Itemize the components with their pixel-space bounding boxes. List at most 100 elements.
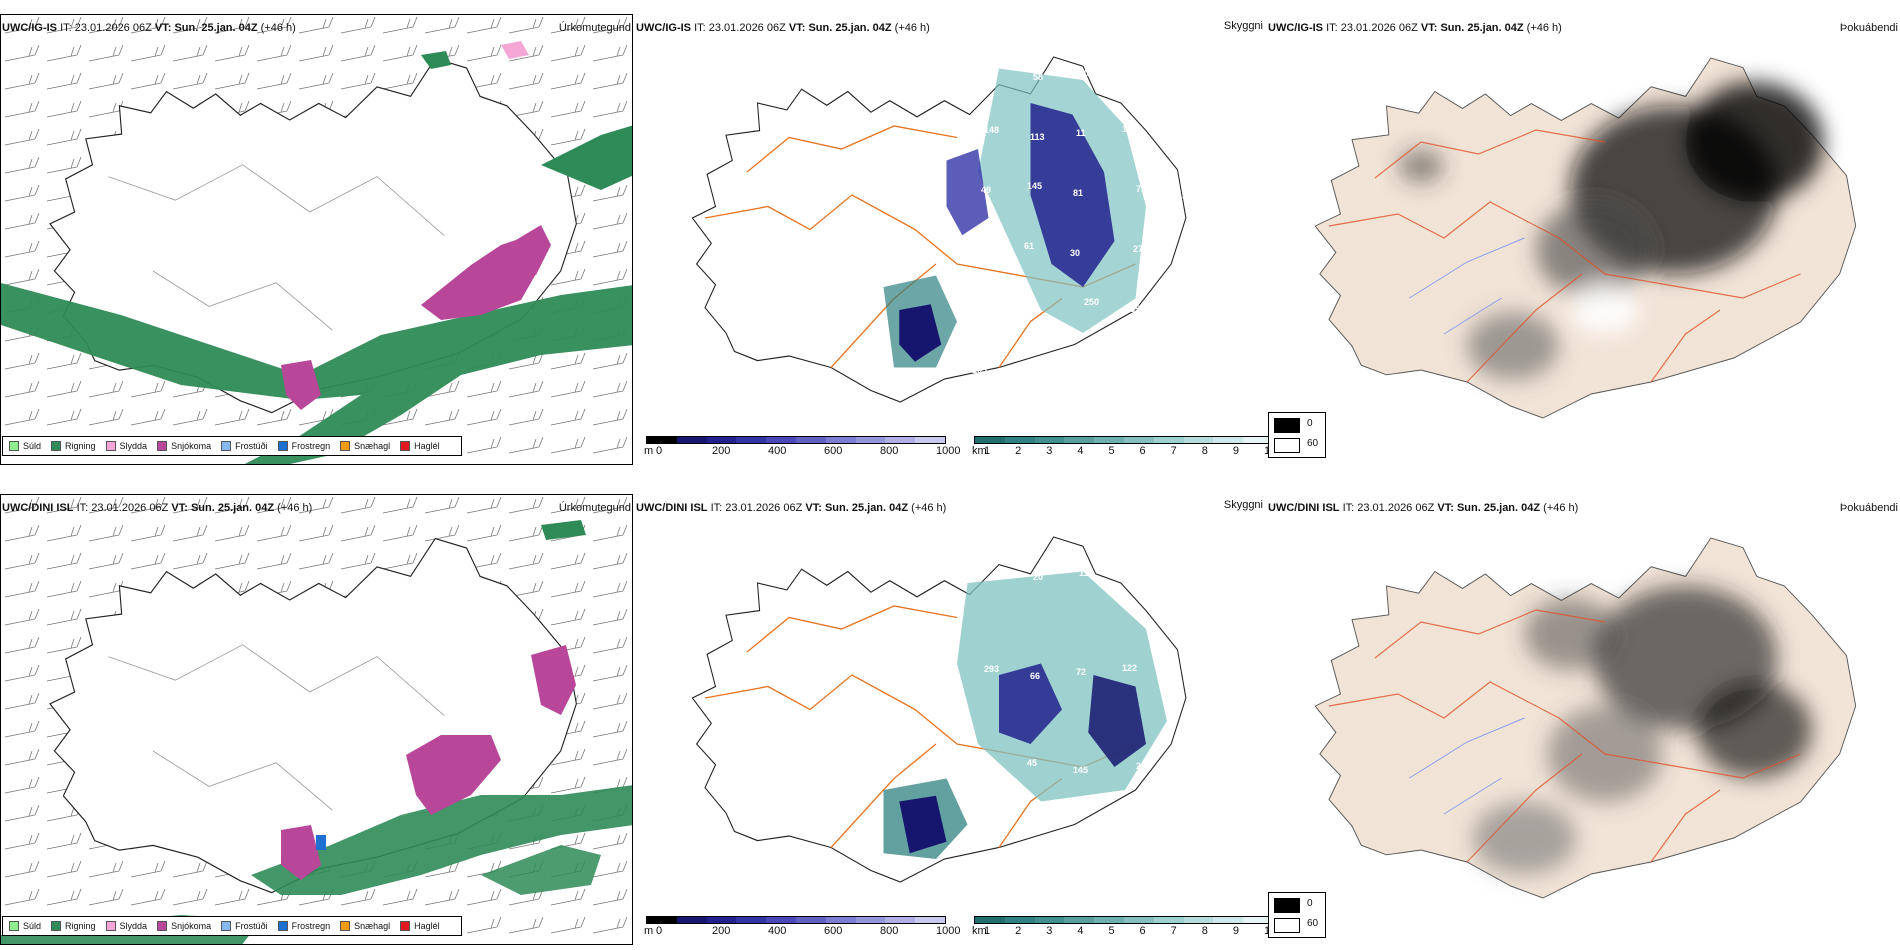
legend-label: Snæhagl [354,921,391,931]
legend-swatch [51,921,62,931]
legend-label: Rigning [65,441,96,451]
ceiling-tick: 1000 [936,925,961,937]
legend-item-4: Frostúði [221,921,268,931]
fog-title-row1: Þokuábendi [1839,22,1898,34]
visibility-unit: km [972,925,987,937]
fog-legend-label: 60 [1307,918,1319,929]
visibility-value-label: 81 [1073,188,1084,198]
legend-swatch [9,921,19,931]
it-value: 23.01.2026 06Z [91,502,169,514]
visibility-tick: 9 [1232,925,1239,937]
visibility-value-label: 250 [1084,297,1100,307]
it-label: IT: [1342,502,1355,514]
vt-value: Sun. 25.jan. 04Z [190,502,275,514]
vt-value: Sun. 25.jan. 04Z [824,502,909,514]
visibility-value-label: 241 [1136,761,1152,771]
model-name: UWC/IG-IS [2,22,57,34]
fog-legend-swatch [1274,438,1300,453]
visibility-value-label: 323 [1179,240,1195,250]
visibility-value-label: 19 [1125,75,1136,85]
visibility-value-label: 72 [1076,667,1087,677]
legend-swatch [277,921,288,931]
legend-item-7: Haglél [400,441,440,451]
visibility-value-label: 57 [1176,300,1187,310]
vt-label: VT: [1420,22,1438,34]
it-label: IT: [60,22,72,34]
precip-map-row2 [0,494,633,945]
legend-item-3: Snjókoma [157,921,211,931]
vt-value: Sun. 25.jan. 04Z [1456,502,1541,514]
model-name: UWC/IG-IS [1268,22,1323,34]
visibility-value-label: 122 [975,305,991,315]
precip-legend-row1: Súld Rigning Slydda Snjókoma Frostúði Frostre… [2,436,462,456]
ceiling-tick: 200 [712,925,731,937]
ceiling-unit: m [644,445,654,457]
precip-title-row2: Úrkomutegund [558,502,631,514]
visibility-value-label: 30 [1070,248,1081,258]
legend-swatch [105,921,116,931]
visibility-value-label: 16 [1122,124,1133,134]
legend-label: Súld [23,921,42,931]
fog-map-row1-svg [1314,57,1857,419]
visibility-value-label: 35 [1130,304,1141,314]
legend-label: Haglél [414,921,440,931]
model-name: UWC/DINI ISL [1268,502,1340,514]
visibility-tick: 3 [1046,925,1053,937]
legend-swatch [400,441,411,451]
visibility-value-label: 73 [1136,184,1147,194]
visibility-value-label: 93 [1081,357,1092,367]
visibility-value-label: 72 [1182,768,1193,778]
legend-label: Frostregn [291,921,331,931]
fog-header-row2: UWC/DINI ISL IT: 23.01.2026 06Z VT: Sun.… [1268,501,1578,515]
legend-label: Snjókoma [171,921,212,931]
visibility-value-label: 147 [1133,860,1149,870]
visibility-tick: 6 [1139,925,1146,937]
visibility-tick: 7 [1170,925,1177,937]
visibility-tick: 5 [1108,925,1115,937]
vis-labels-row1: 23 58 106 19 15 148 113 11 16 10 49 145 81 73 31 218 61 3… [960,60,1200,390]
visibility-value-label: 71 [981,762,992,772]
ceiling-colorbar [646,436,946,444]
legend-item-0: Súld [9,441,41,451]
legend-item-2: Slydda [105,441,147,451]
visibility-value-label: 20 [1033,572,1044,582]
legend-item-4: Frostúði [221,441,268,451]
ceiling-tick: 0 [656,445,663,457]
it-label: IT: [694,22,706,34]
vt-value: Sun. 25.jan. 04Z [808,22,892,34]
legend-item-5: Frostregn [277,921,331,931]
it-label: IT: [76,502,89,514]
visibility-tick: 1 [984,445,991,457]
visibility-value-label: 40 [1024,857,1035,867]
precip-map-row2-svg [1,495,632,944]
legend-swatch [400,921,411,931]
vt-label: VT: [154,22,172,34]
visibility-value-label: 61 [1024,241,1035,251]
visibility-value-label: 113 [1030,132,1045,142]
legend-swatch [157,441,168,451]
visibility-map-row1 [634,14,1234,444]
ceiling-tick: 600 [824,925,843,937]
legend-item-6: Snæhagl [340,441,390,451]
visibility-value-label: 122 [1122,663,1138,673]
fog-title-row2: Þokuábendi [1839,502,1898,514]
ceiling-tick: 800 [880,445,899,457]
fog-legend-swatch [1274,418,1300,433]
visibility-tick: 4 [1077,445,1084,457]
legend-swatch [105,441,116,451]
visibility-tick: 2 [1015,445,1022,457]
model-name: UWC/DINI ISL [636,502,708,514]
fog-legend-label: 60 [1307,438,1319,449]
vis-header-row1: UWC/IG-IS IT: 23.01.2026 06Z VT: Sun. 25… [636,21,930,35]
precip-map-row1-svg [1,15,632,464]
legend-label: Snæhagl [354,441,391,451]
visibility-value-label: 43 [978,861,989,871]
visibility-value-label: 10 [1179,856,1190,866]
visibility-value-label: 148 [984,125,1000,135]
visibility-tick: 8 [1201,925,1208,937]
visibility-value-label: 10 [1185,131,1196,141]
visibility-value-label: 45 [1027,758,1038,768]
legend-item-6: Snæhagl [340,921,390,931]
vis-header-row2: UWC/DINI ISL IT: 23.01.2026 06Z VT: Sun.… [636,501,946,515]
ceiling-tick: 600 [824,445,843,457]
